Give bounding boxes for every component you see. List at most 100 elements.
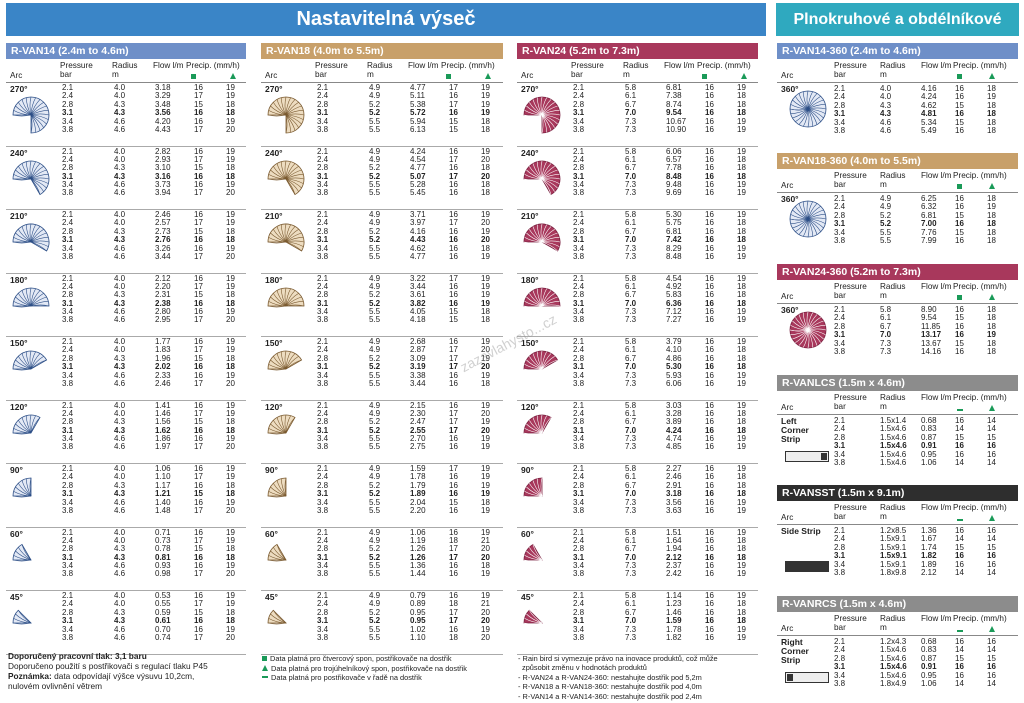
cell-pressure: 2.4 [62, 408, 74, 418]
cell-precip-a: 14 [955, 678, 964, 688]
cell-pressure: 3.4 [573, 561, 585, 571]
table-row: 3.4 7.3 9.48 16 19 [517, 180, 758, 189]
cell-precip-square: 18 [449, 632, 458, 642]
cell-precip-square: 17 [449, 345, 458, 355]
cell-precip-triangle: 19 [226, 146, 235, 156]
cell-radius: 4.0 [114, 472, 126, 482]
cell-radius: 4.9 [369, 218, 381, 228]
cell-precip-triangle: 18 [737, 281, 746, 291]
table-row: 2.1 4.0 1.06 16 19 [6, 464, 246, 473]
cell-precip-a: 16 [955, 321, 964, 331]
table-row: 3.4 4.6 1.86 16 19 [6, 434, 246, 443]
cell-precip-triangle: 19 [226, 116, 235, 126]
cell-precip-square: 16 [705, 544, 714, 554]
table-row: 2.1 4.0 2.82 16 19 [6, 146, 246, 156]
cell-precip-square: 16 [194, 362, 203, 372]
cell-pressure: 2.4 [573, 154, 585, 164]
cell-radius: 4.9 [369, 83, 381, 92]
column-arc: Arc [781, 403, 794, 412]
cell-radius: 5.2 [369, 298, 381, 308]
table-row: 2.8 5.2 4.16 16 19 [261, 226, 503, 236]
cell-precip-square: 16 [194, 235, 203, 245]
cell-precip-square: 17 [194, 281, 203, 291]
table-row: 3.4 7.3 8.29 16 19 [517, 244, 758, 253]
cell-radius: 5.8 [625, 273, 637, 283]
table-row: 3.1 5.2 5.72 16 19 [261, 108, 503, 117]
cell-flow: 6.06 [666, 378, 682, 388]
arc-fan-icon [523, 414, 552, 434]
cell-flow: 4.16 [921, 84, 937, 93]
table-row: 3.8 5.5 6.13 15 18 [261, 125, 503, 134]
cell-precip-triangle: 19 [737, 188, 746, 198]
cell-precip-square: 16 [449, 188, 458, 198]
table-row: 3.4 7.3 10.67 16 19 [517, 117, 758, 126]
cell-precip-a: 16 [955, 84, 964, 93]
table-row: 2.8 5.2 2.47 17 19 [261, 417, 503, 426]
cell-flow: 2.75 [410, 442, 426, 452]
cell-pressure: 3.8 [62, 251, 74, 261]
cell-pressure: 3.1 [317, 616, 329, 626]
arc-fan-icon [12, 543, 32, 561]
cell-radius: 5.8 [625, 464, 637, 473]
table-row: 2.8 4.3 1.96 15 18 [6, 354, 246, 363]
arc-group-90: 90° 2.1 4.0 1.06 16 19 2.4 4.0 1.10 17 19 2.8 4.3 1.1… [6, 464, 246, 528]
table-row: 2.8 1.5x9.1 1.74 15 15 [777, 543, 1018, 552]
cell-precip-triangle: 19 [737, 591, 746, 600]
cell-flow: 2.57 [155, 218, 171, 228]
arc-label: 210° [10, 211, 28, 221]
cell-flow: 3.94 [155, 188, 171, 198]
column-precip: Precip. (mm/h) [953, 393, 1007, 402]
column-flow: Flow l/m [921, 61, 952, 70]
column-radius: Radius m [880, 171, 906, 189]
cell-radius: 4.0 [114, 91, 126, 101]
cell-radius: 4.6 [114, 497, 126, 507]
cell-flow: 1.02 [410, 624, 426, 634]
cell-radius: 4.9 [369, 472, 381, 482]
cell-flow: 0.83 [921, 645, 937, 655]
arc-label: 120° [10, 401, 28, 412]
cell-flow: 1.62 [155, 425, 171, 435]
cell-precip-triangle: 19 [737, 315, 746, 325]
cell-flow: 4.54 [410, 154, 426, 164]
column-flow: Flow l/m [921, 393, 952, 402]
cell-pressure: 3.8 [317, 632, 329, 642]
cell-radius: 6.1 [625, 345, 637, 355]
cell-pressure: 3.8 [62, 632, 74, 642]
cell-flow: 2.30 [410, 408, 426, 418]
cell-radius: 4.6 [114, 124, 126, 134]
cell-precip-triangle: 19 [481, 480, 490, 490]
cell-precip-triangle: 19 [737, 370, 746, 380]
cell-radius: 4.3 [114, 607, 126, 617]
cell-radius: 1.5x1.4 [880, 416, 907, 425]
arc-fan-icon [267, 609, 287, 625]
cell-flow: 5.30 [666, 362, 682, 372]
cell-precip-triangle: 21 [481, 535, 490, 545]
cell-pressure: 2.1 [834, 194, 846, 203]
rows: 2.1 4.9 1.59 17 19 2.4 4.9 1.78 16 19 2.8 5.2 1.79 16… [261, 464, 503, 515]
cell-radius: 7.0 [880, 330, 892, 340]
arc-group-120: 120° 2.1 4.9 2.15 16 19 2.4 4.9 2.30 17 20 2.8 5.2 2.… [261, 400, 503, 464]
table-row: 3.8 7.3 14.16 16 18 [777, 347, 1018, 356]
cell-radius: 4.6 [880, 117, 892, 127]
cell-precip-square: 16 [449, 226, 458, 236]
table-row: 2.1 1.2x8.5 1.36 16 16 [777, 526, 1018, 535]
cell-radius: 4.9 [369, 281, 381, 291]
column-arc: Arc [781, 71, 794, 80]
cell-flow: 3.63 [666, 505, 682, 515]
cell-flow: 3.03 [666, 400, 682, 410]
cell-precip-square: 16 [449, 146, 458, 156]
cell-precip-triangle: 18 [737, 607, 746, 617]
cell-precip-b: 18 [987, 100, 996, 110]
arc-group-180: 180° 2.1 4.9 3.22 17 19 2.4 4.9 3.44 16 19 2.8 5.2 3.… [261, 274, 503, 337]
cell-pressure: 2.8 [62, 480, 74, 490]
table-row: 2.4 1.5x4.6 0.83 14 14 [777, 645, 1018, 655]
cell-radius: 4.9 [369, 345, 381, 355]
cell-radius: 5.8 [625, 210, 637, 219]
cell-precip-square: 16 [705, 417, 714, 427]
cell-precip-square: 16 [194, 337, 203, 346]
cell-precip-square: 17 [449, 408, 458, 418]
column-arc: Arc [781, 513, 794, 522]
cell-precip-square: 16 [449, 400, 458, 410]
table-row: 2.1 5.8 5.30 16 19 [517, 210, 758, 219]
note-van14: - R-VAN14 a R-VAN14-360: nestahujte dost… [518, 691, 702, 701]
